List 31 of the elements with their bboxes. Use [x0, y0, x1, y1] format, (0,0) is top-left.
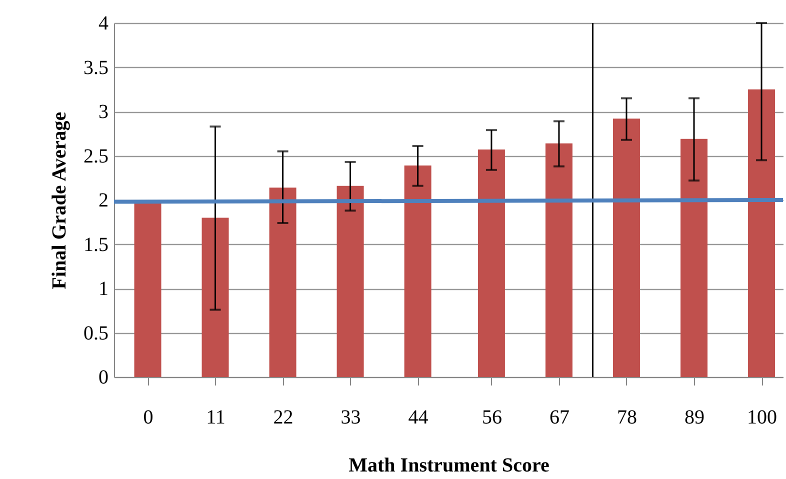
bar	[612, 118, 640, 377]
y-tick-label: 0.5	[84, 322, 108, 344]
bar	[269, 188, 296, 377]
y-tick-label: 0	[98, 366, 108, 388]
bar	[478, 150, 505, 377]
x-tick-label: 0	[143, 406, 154, 428]
x-tick-label: 33	[340, 406, 361, 428]
y-tick-label: 1	[98, 278, 108, 300]
y-tick-label: 2	[98, 190, 108, 212]
y-tick-label: 4	[98, 12, 108, 34]
bar	[545, 143, 572, 377]
y-tick-label: 3.5	[84, 56, 108, 79]
x-tick-label: 22	[273, 406, 294, 428]
x-tick-label: 67	[549, 406, 570, 428]
x-tick-label: 78	[616, 406, 637, 428]
x-tick-label: 89	[684, 406, 705, 428]
bar	[404, 165, 432, 377]
bar	[680, 138, 708, 377]
bar	[134, 202, 162, 377]
x-tick-label: 56	[482, 406, 502, 428]
x-tick-label: 44	[408, 406, 428, 428]
bar	[336, 186, 364, 377]
bar	[202, 218, 229, 377]
y-tick-label: 1.5	[84, 234, 108, 256]
y-axis-title: Final Grade Average	[48, 112, 70, 290]
x-tick-label: 100	[747, 406, 778, 428]
y-tick-label: 3	[98, 101, 108, 123]
x-axis-title: Math Instrument Score	[348, 454, 550, 476]
x-tick-label: 11	[206, 406, 226, 428]
y-tick-label: 2.5	[84, 145, 108, 168]
bar	[748, 89, 776, 377]
